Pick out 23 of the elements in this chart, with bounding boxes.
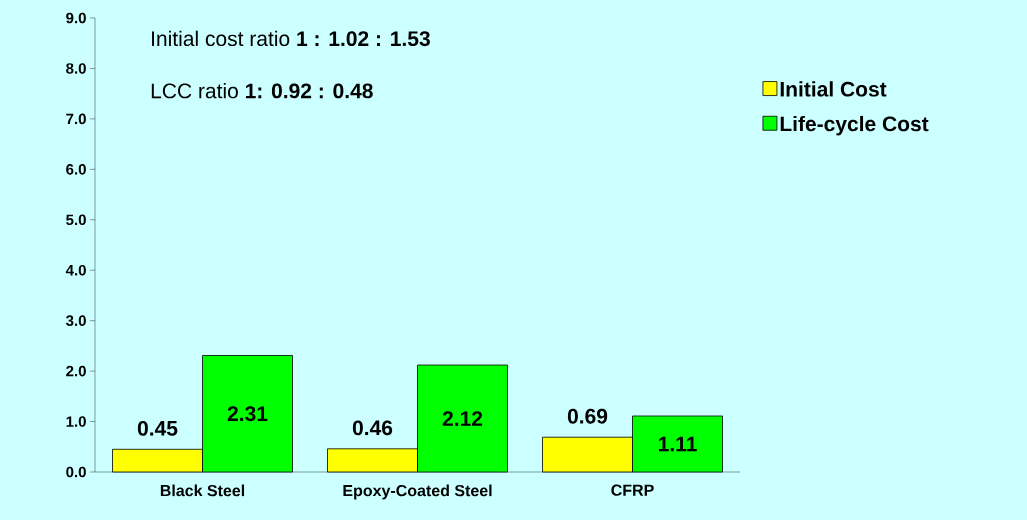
y-tick-label: 9.0	[66, 12, 86, 24]
data-label: 2.31	[227, 406, 268, 422]
y-tick-label: 6.0	[66, 164, 86, 175]
legend-label: Life-cycle Cost	[780, 115, 929, 136]
y-tick-label: 4.0	[65, 264, 86, 276]
y-tick-label: 2.0	[66, 365, 86, 377]
y-tick-label: 7.0	[66, 113, 86, 125]
legend-label: Initial Cost	[780, 81, 887, 97]
annotation: LCC ratio 1: 0.92 : 0.48	[151, 82, 373, 99]
x-tick-label: Epoxy-Coated Steel	[343, 484, 492, 500]
x-tick-label: Black Steel	[160, 484, 245, 497]
data-label: 0.69	[567, 408, 608, 424]
y-tick-label: 1.0	[66, 416, 86, 427]
annotation: Initial cost ratio 1 : 1.02 : 1.53	[152, 30, 430, 47]
y-tick-label: 8.0	[66, 63, 86, 74]
data-label: 1.11	[658, 436, 697, 452]
y-tick-label: 5.0	[66, 214, 86, 226]
data-label: 2.12	[442, 411, 483, 426]
y-tick-label: 0.0	[66, 466, 86, 478]
data-label: 0.46	[352, 420, 393, 436]
x-tick-label: CFRP	[611, 484, 654, 496]
data-label: 0.45	[137, 420, 178, 436]
y-tick-label: 3.0	[65, 315, 86, 326]
